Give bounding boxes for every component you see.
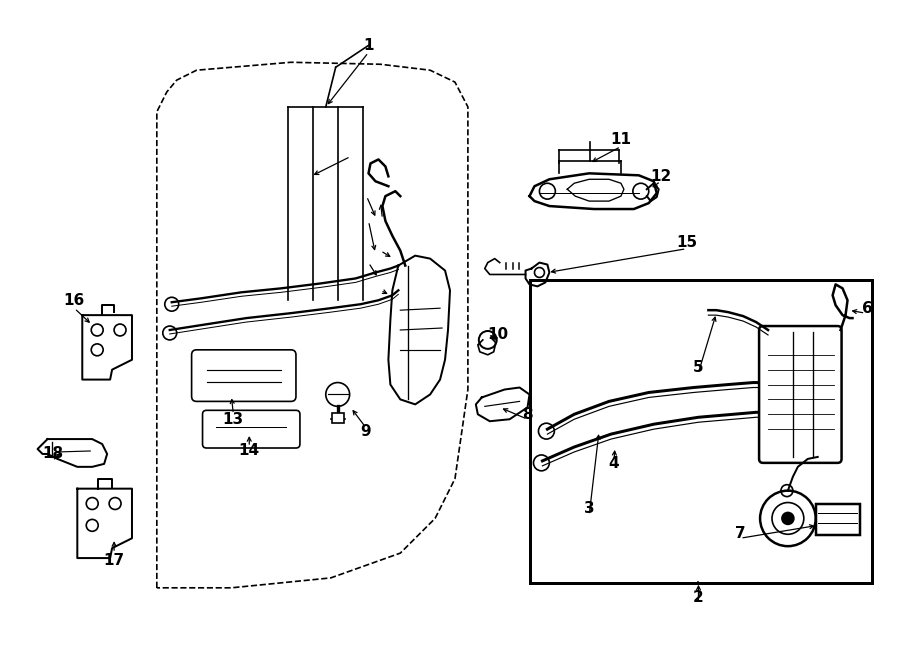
Text: 12: 12 xyxy=(650,169,671,184)
Text: 2: 2 xyxy=(693,590,704,605)
Text: 3: 3 xyxy=(584,501,594,516)
Text: 14: 14 xyxy=(238,444,260,459)
Text: 17: 17 xyxy=(104,553,124,568)
FancyBboxPatch shape xyxy=(192,350,296,401)
Text: 16: 16 xyxy=(64,293,85,308)
Text: 5: 5 xyxy=(693,360,704,375)
Circle shape xyxy=(782,512,794,524)
Text: 15: 15 xyxy=(676,235,698,251)
Text: 9: 9 xyxy=(360,424,371,439)
Text: 7: 7 xyxy=(735,525,745,541)
Text: 6: 6 xyxy=(862,301,873,316)
Text: 11: 11 xyxy=(610,132,632,147)
Bar xyxy=(815,504,860,535)
Text: 4: 4 xyxy=(608,456,619,471)
FancyBboxPatch shape xyxy=(759,326,842,463)
Text: 8: 8 xyxy=(522,407,533,422)
Text: 13: 13 xyxy=(223,412,244,427)
FancyBboxPatch shape xyxy=(332,413,344,423)
Text: 10: 10 xyxy=(487,327,508,342)
FancyBboxPatch shape xyxy=(202,410,300,448)
Text: 1: 1 xyxy=(364,38,374,53)
Text: 18: 18 xyxy=(42,446,63,461)
Bar xyxy=(529,280,872,583)
